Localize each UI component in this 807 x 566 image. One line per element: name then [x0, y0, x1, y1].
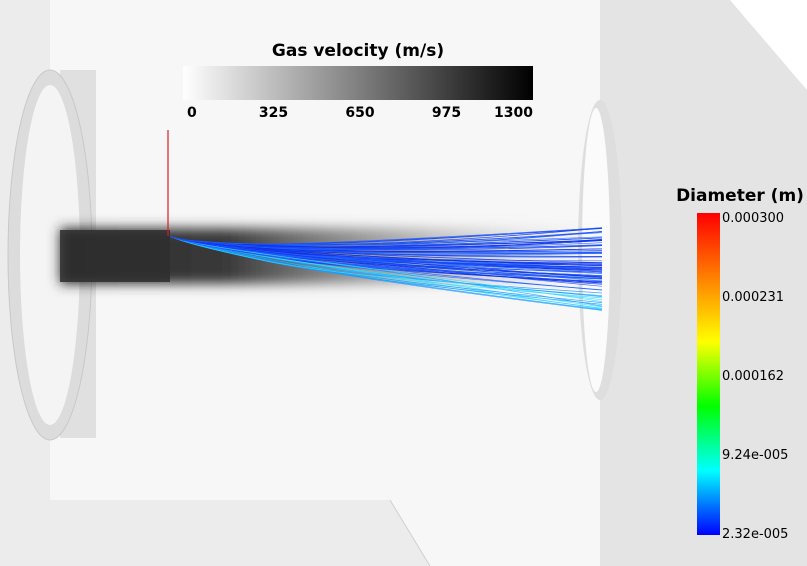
- body-edge: [389, 499, 431, 566]
- velocity-colorbar: [183, 66, 533, 100]
- velocity-label: 650: [345, 105, 374, 121]
- diameter-title: Diameter (m): [676, 186, 804, 206]
- diameter-labels: 0.000300 0.000231 0.000162 9.24e-005 2.32e-0…: [722, 211, 788, 542]
- particle-track: [169, 235, 603, 302]
- velocity-labels: 0 325 650 975 1300: [187, 105, 533, 121]
- diameter-label: 2.32e-005: [722, 527, 788, 542]
- velocity-title: Gas velocity (m/s): [272, 41, 444, 61]
- inlet-face: [20, 85, 80, 425]
- particle-tracks: [169, 227, 603, 311]
- diameter-label: 0.000300: [722, 211, 784, 226]
- diameter-label: 0.000231: [722, 290, 784, 305]
- particle-track: [169, 235, 603, 277]
- velocity-label: 325: [259, 105, 288, 121]
- housing-edge: [730, 0, 807, 90]
- particle-track: [169, 235, 603, 299]
- velocity-label: 0: [187, 105, 197, 121]
- diameter-label: 9.24e-005: [722, 448, 788, 463]
- velocity-label: 975: [432, 105, 461, 121]
- velocity-label: 1300: [494, 105, 533, 121]
- jet-core: [60, 230, 170, 282]
- particle-track: [169, 227, 603, 245]
- diameter-label: 0.000162: [722, 369, 784, 384]
- diameter-colorbar: [697, 213, 720, 535]
